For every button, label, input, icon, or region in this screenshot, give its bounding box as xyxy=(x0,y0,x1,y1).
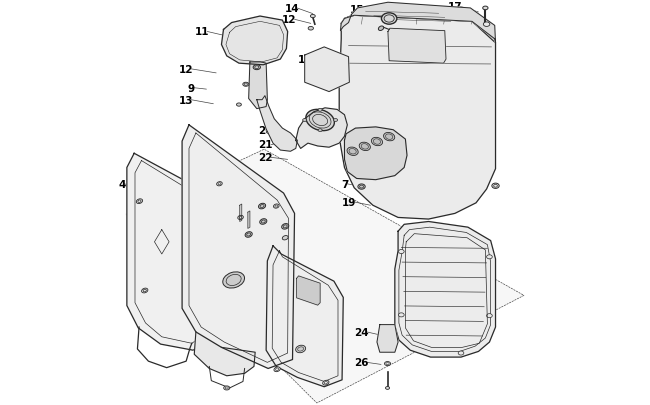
Polygon shape xyxy=(249,63,267,109)
Ellipse shape xyxy=(274,205,279,209)
Polygon shape xyxy=(240,205,242,222)
Text: 2: 2 xyxy=(130,236,137,246)
Ellipse shape xyxy=(311,15,315,19)
Ellipse shape xyxy=(382,14,397,25)
Ellipse shape xyxy=(237,104,241,107)
Ellipse shape xyxy=(318,130,322,132)
Text: 15: 15 xyxy=(350,5,365,15)
Text: 1: 1 xyxy=(194,337,201,347)
Polygon shape xyxy=(377,325,398,352)
Ellipse shape xyxy=(458,351,464,355)
Text: 18: 18 xyxy=(448,15,462,24)
Text: 3: 3 xyxy=(268,339,276,349)
Text: 21: 21 xyxy=(259,140,273,150)
Text: 14: 14 xyxy=(285,4,299,14)
Ellipse shape xyxy=(142,288,148,293)
Ellipse shape xyxy=(371,138,383,146)
Text: 20: 20 xyxy=(259,126,273,135)
Text: 13: 13 xyxy=(179,96,193,105)
Ellipse shape xyxy=(487,255,492,259)
Ellipse shape xyxy=(223,272,244,288)
Ellipse shape xyxy=(398,313,404,317)
Text: 26: 26 xyxy=(354,358,369,367)
Text: 3: 3 xyxy=(130,250,137,260)
Ellipse shape xyxy=(385,386,389,390)
Polygon shape xyxy=(194,332,255,376)
Ellipse shape xyxy=(492,184,499,189)
Text: 17: 17 xyxy=(448,2,462,12)
Text: 4: 4 xyxy=(302,339,309,348)
Polygon shape xyxy=(266,246,343,387)
Ellipse shape xyxy=(398,250,404,254)
Text: 4: 4 xyxy=(119,179,126,189)
Ellipse shape xyxy=(347,148,358,156)
Polygon shape xyxy=(305,48,349,92)
Polygon shape xyxy=(296,109,347,149)
Ellipse shape xyxy=(282,236,288,240)
Ellipse shape xyxy=(238,216,243,220)
Ellipse shape xyxy=(281,224,289,230)
Ellipse shape xyxy=(216,182,222,186)
Text: 22: 22 xyxy=(259,153,273,163)
Ellipse shape xyxy=(296,345,306,353)
Text: 11: 11 xyxy=(195,28,209,37)
Polygon shape xyxy=(126,150,524,403)
Polygon shape xyxy=(388,29,446,64)
Ellipse shape xyxy=(260,219,267,225)
Ellipse shape xyxy=(274,367,280,372)
Text: 2: 2 xyxy=(268,326,276,336)
Ellipse shape xyxy=(308,28,313,31)
Ellipse shape xyxy=(484,23,490,28)
Ellipse shape xyxy=(224,386,230,390)
Text: 19: 19 xyxy=(343,198,357,207)
Polygon shape xyxy=(257,96,298,152)
Text: 5: 5 xyxy=(244,201,251,211)
Text: 24: 24 xyxy=(464,246,478,256)
Polygon shape xyxy=(395,222,495,357)
Ellipse shape xyxy=(359,143,370,151)
Polygon shape xyxy=(344,15,495,44)
Ellipse shape xyxy=(322,380,329,385)
Polygon shape xyxy=(296,276,320,305)
Polygon shape xyxy=(344,128,407,180)
Polygon shape xyxy=(127,154,207,350)
Ellipse shape xyxy=(306,110,334,131)
Ellipse shape xyxy=(243,83,249,87)
Text: 16: 16 xyxy=(347,19,361,28)
Ellipse shape xyxy=(483,7,488,11)
Polygon shape xyxy=(341,3,495,44)
Text: 24: 24 xyxy=(354,327,369,337)
Polygon shape xyxy=(182,126,294,369)
Text: 12: 12 xyxy=(282,15,296,25)
Text: 8: 8 xyxy=(265,219,272,229)
Polygon shape xyxy=(339,16,495,220)
Ellipse shape xyxy=(253,66,261,70)
Text: 6: 6 xyxy=(244,214,251,224)
Text: 12: 12 xyxy=(179,65,193,75)
Ellipse shape xyxy=(384,133,395,141)
Ellipse shape xyxy=(487,314,492,318)
Text: 7: 7 xyxy=(341,179,348,189)
Text: 23: 23 xyxy=(464,234,478,244)
Polygon shape xyxy=(248,211,250,229)
Text: 9: 9 xyxy=(265,231,272,241)
Ellipse shape xyxy=(385,362,391,366)
Text: 9: 9 xyxy=(187,83,194,93)
Ellipse shape xyxy=(136,199,142,204)
Text: 10: 10 xyxy=(216,294,231,303)
Ellipse shape xyxy=(259,204,266,209)
Text: 25: 25 xyxy=(396,309,411,319)
Ellipse shape xyxy=(303,119,307,122)
Text: 7: 7 xyxy=(218,226,226,236)
Ellipse shape xyxy=(333,119,337,122)
Ellipse shape xyxy=(378,27,383,32)
Ellipse shape xyxy=(318,109,322,112)
Polygon shape xyxy=(222,17,288,66)
Ellipse shape xyxy=(245,232,252,238)
Ellipse shape xyxy=(358,185,365,190)
Text: 19: 19 xyxy=(298,55,312,65)
